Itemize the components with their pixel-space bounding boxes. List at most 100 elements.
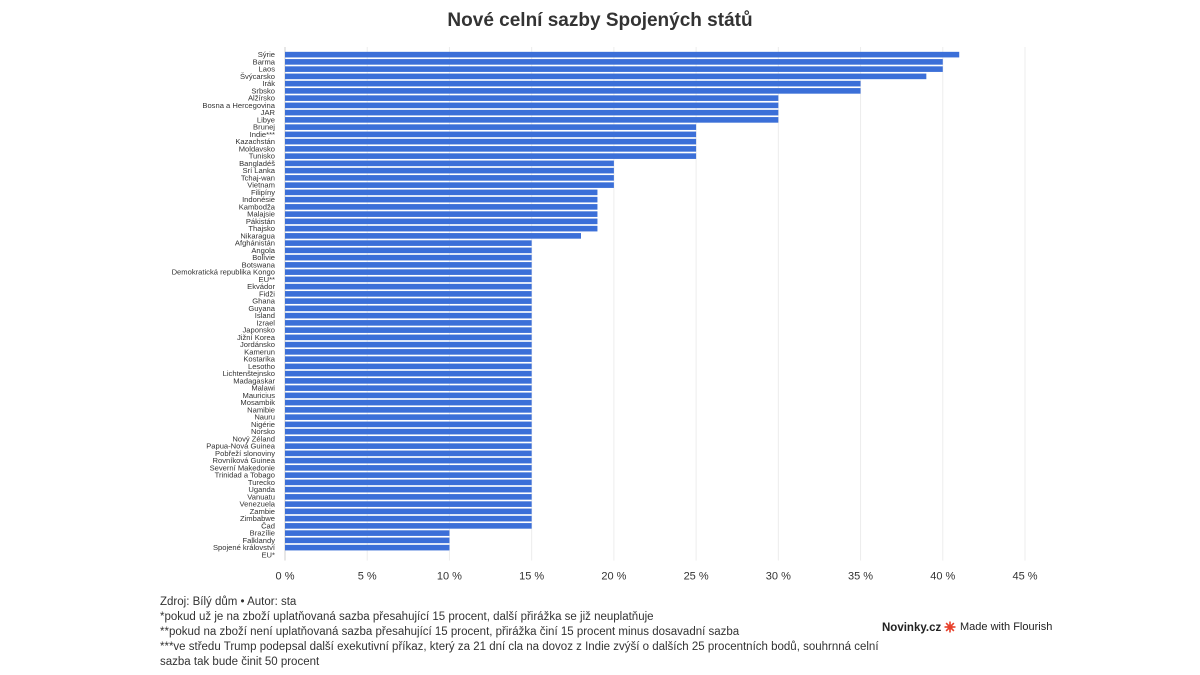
bar[interactable]: [285, 392, 532, 399]
category-label: Vanuatu: [247, 492, 275, 501]
made-with-flourish-link[interactable]: Made with Flourish: [944, 621, 1052, 633]
bar[interactable]: [285, 349, 532, 355]
bar[interactable]: [285, 341, 532, 348]
bar[interactable]: [285, 211, 598, 217]
bar[interactable]: [285, 312, 532, 319]
bar[interactable]: [285, 494, 532, 500]
bar[interactable]: [285, 399, 532, 406]
category-label: Zambie: [250, 507, 275, 516]
bar[interactable]: [285, 465, 532, 471]
bar[interactable]: [285, 167, 614, 174]
bar[interactable]: [285, 486, 532, 493]
category-label: Kamerun: [244, 347, 275, 356]
bar[interactable]: [285, 436, 532, 442]
bar[interactable]: [285, 363, 532, 370]
bar[interactable]: [285, 73, 927, 80]
bar[interactable]: [285, 182, 614, 188]
x-tick-label: 40 %: [930, 571, 955, 583]
bar[interactable]: [285, 117, 779, 123]
bar[interactable]: [285, 66, 943, 72]
category-label: Čad: [261, 521, 275, 530]
footnote-2: **pokud na zboží není uplatňovaná sazba …: [160, 626, 740, 638]
bar[interactable]: [285, 189, 598, 196]
bar[interactable]: [285, 146, 697, 152]
category-label: Alžírsko: [248, 94, 275, 103]
bar[interactable]: [285, 276, 532, 283]
bar[interactable]: [285, 233, 581, 239]
bar[interactable]: [285, 291, 532, 297]
x-tick-label: 0 %: [276, 571, 295, 583]
category-label: Kostarika: [243, 355, 275, 364]
bar[interactable]: [285, 196, 598, 203]
bar[interactable]: [285, 428, 532, 435]
bar[interactable]: [285, 262, 532, 268]
bar[interactable]: [285, 378, 532, 384]
category-label: EU**: [259, 275, 276, 284]
category-label: Falklandy: [243, 536, 276, 545]
bar[interactable]: [285, 457, 532, 464]
category-label: Švýcarsko: [240, 72, 275, 81]
bar[interactable]: [285, 414, 532, 420]
x-tick-label: 15 %: [519, 571, 544, 583]
bar[interactable]: [285, 204, 598, 210]
bar[interactable]: [285, 537, 450, 544]
bar[interactable]: [285, 247, 532, 254]
bar[interactable]: [285, 283, 532, 290]
bar[interactable]: [285, 51, 960, 58]
bar[interactable]: [285, 218, 598, 225]
bar[interactable]: [285, 479, 532, 486]
bar[interactable]: [285, 407, 532, 413]
bar[interactable]: [285, 320, 532, 326]
bar[interactable]: [285, 385, 532, 391]
bar[interactable]: [285, 225, 598, 232]
bar[interactable]: [285, 153, 697, 159]
bar[interactable]: [285, 254, 532, 261]
category-label: Angola: [251, 246, 275, 255]
category-label: Venezuela: [240, 500, 276, 509]
category-label: Bosna a Hercegovina: [202, 101, 275, 110]
bar[interactable]: [285, 421, 532, 428]
bar[interactable]: [285, 160, 614, 167]
bar[interactable]: [285, 472, 532, 478]
bar[interactable]: [285, 334, 532, 341]
publisher-logo[interactable]: Novinky.cz: [882, 622, 942, 634]
bar[interactable]: [285, 305, 532, 312]
bar[interactable]: [285, 370, 532, 377]
category-label: Jordánsko: [240, 340, 275, 349]
bar[interactable]: [285, 544, 450, 551]
bar[interactable]: [285, 88, 861, 94]
category-label: Fidži: [259, 289, 275, 298]
category-label: Thajsko: [248, 224, 275, 233]
bar[interactable]: [285, 501, 532, 507]
bar[interactable]: [285, 80, 861, 87]
bar[interactable]: [285, 523, 532, 529]
bar[interactable]: [285, 269, 532, 275]
bar[interactable]: [285, 240, 532, 246]
bar[interactable]: [285, 508, 532, 515]
bar[interactable]: [285, 327, 532, 333]
category-label: Mauricius: [243, 391, 276, 400]
bar[interactable]: [285, 138, 697, 145]
category-label: Vietnam: [247, 181, 275, 190]
category-label: Brunej: [253, 123, 275, 132]
bar[interactable]: [285, 175, 614, 181]
bar[interactable]: [285, 515, 532, 522]
bar[interactable]: [285, 109, 779, 116]
bar[interactable]: [285, 443, 532, 449]
category-label: Irák: [262, 79, 275, 88]
bar[interactable]: [285, 95, 779, 101]
bar[interactable]: [285, 59, 943, 65]
x-axis-ticks: 0 % 5 % 10 % 15 % 20 % 25 % 30 % 35 % 40 % 45 %: [276, 571, 1038, 583]
bar[interactable]: [285, 530, 450, 536]
category-label: Demokratická republika Kongo: [172, 268, 275, 277]
bar[interactable]: [285, 298, 532, 304]
bar[interactable]: [285, 356, 532, 362]
category-label: Severní Makedonie: [210, 463, 275, 472]
category-label: Izrael: [256, 318, 275, 327]
bar[interactable]: [285, 131, 697, 138]
bar[interactable]: [285, 102, 779, 109]
category-label: Lichtenštejnsko: [223, 369, 275, 378]
bar[interactable]: [285, 124, 697, 130]
category-label: Turecko: [248, 478, 275, 487]
bar[interactable]: [285, 450, 532, 457]
